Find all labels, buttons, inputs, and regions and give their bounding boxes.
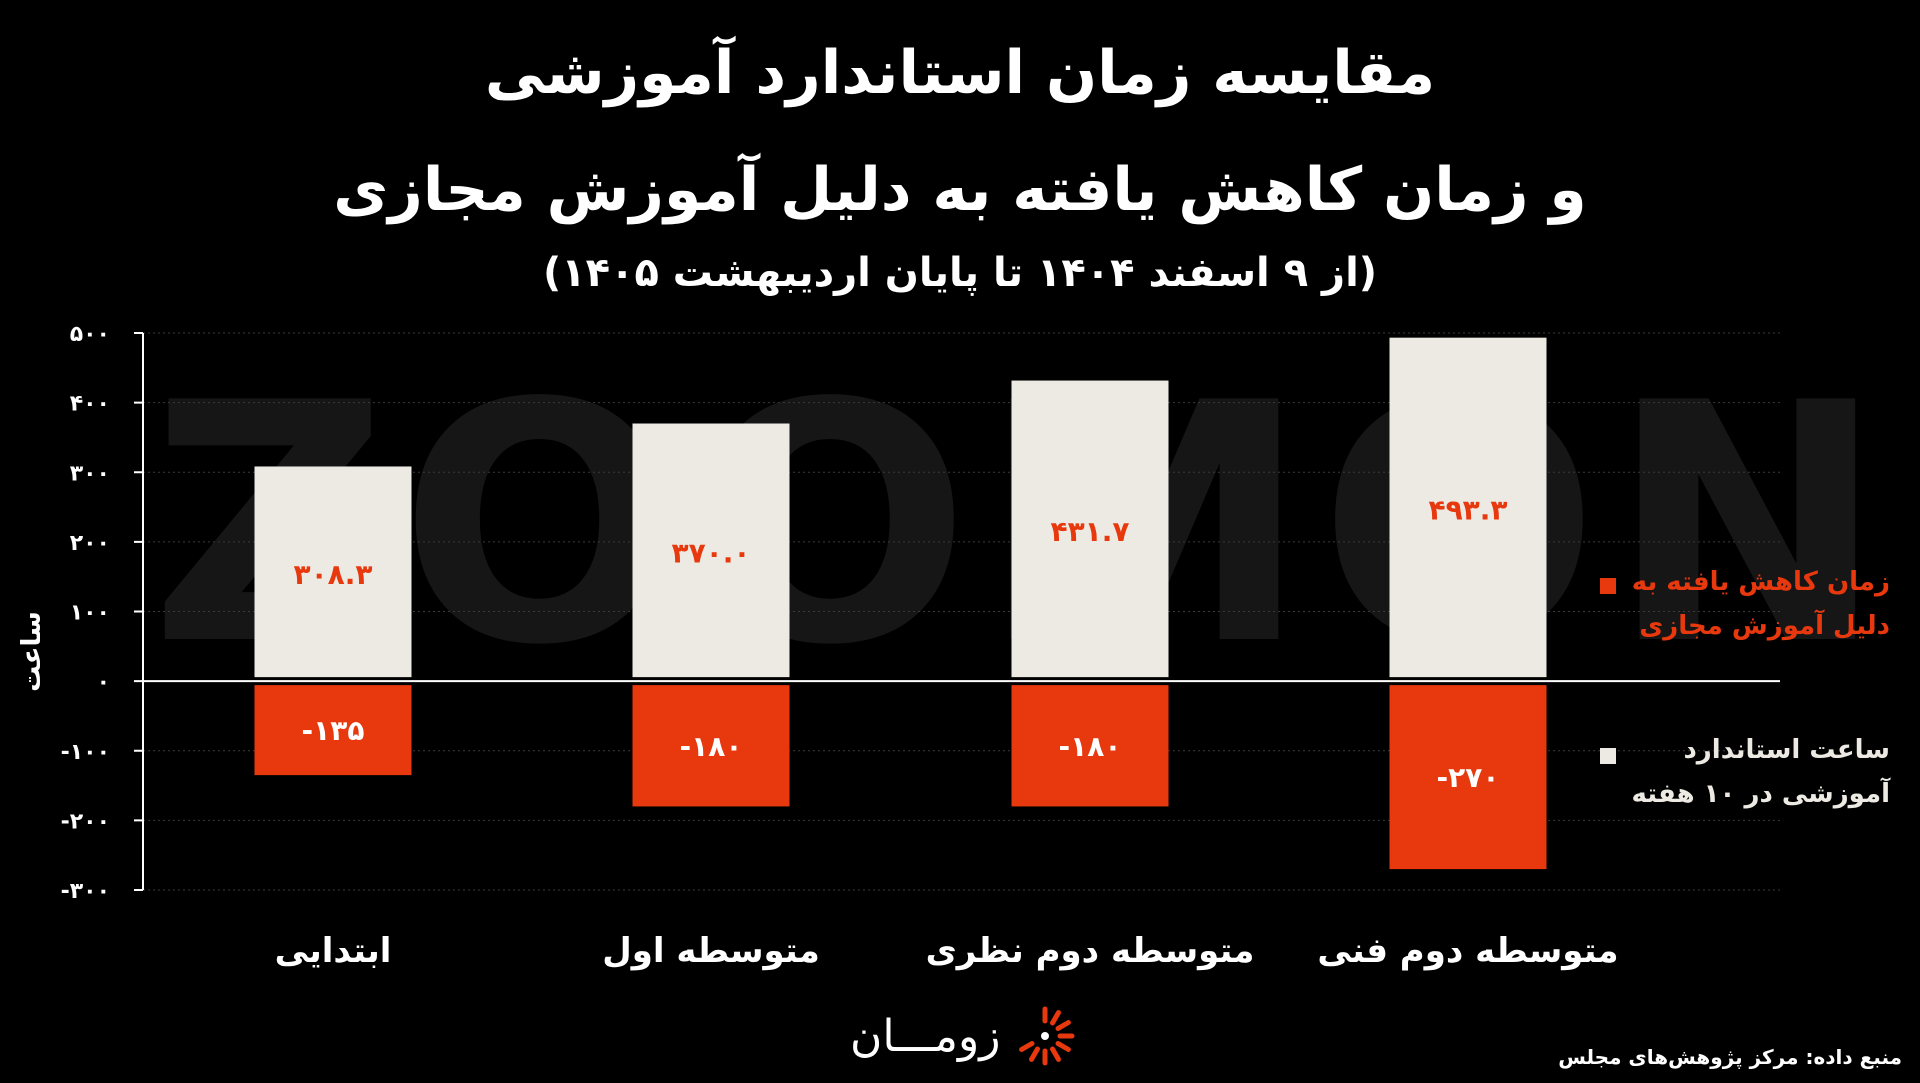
brand-logo: زومـــان [850,1005,1076,1067]
data-label-reduced: -۱۸۰ [680,730,743,763]
data-label-standard: ۳۷۰.۰ [672,536,751,569]
y-tick-label: ۳۰۰ [70,461,110,486]
bar-chart: ۵۰۰ ۴۰۰ ۳۰۰ ۲۰۰ ۱۰۰ ۰ -۱۰۰ -۲۰۰ -۳۰۰ ساعت ۳۰۸.۳ ۳۷۰… [17,322,1780,971]
data-label-reduced: -۱۳۵ [302,714,365,747]
data-source: منبع داده: مرکز پژوهش‌های مجلس [1558,1045,1902,1069]
legend-reduced-label: زمان کاهش یافته به دلیل آموزش مجازی [1631,567,1890,641]
x-category-label: متوسطه دوم فنی [1317,931,1618,971]
y-tick-label: ۲۰۰ [70,531,110,556]
bar-standard [254,466,412,678]
legend-swatch-standard [1600,748,1616,764]
y-tick-label: -۲۰۰ [61,809,110,834]
bar-reduced [632,685,790,807]
brand-logo-text: زومـــان [850,1010,1001,1062]
bar-reduced [1389,685,1547,870]
bar-standard [1011,380,1169,678]
bar-standard [1389,337,1547,678]
bar-reduced [1011,685,1169,807]
chart-title-line2: و زمان کاهش یافته به دلیل آموزش مجازی [333,155,1587,225]
y-tick-label: -۱۰۰ [61,740,110,765]
brand-burst-icon [1019,1006,1075,1066]
y-tick-label: ۵۰۰ [70,322,110,347]
y-tick-label: ۱۰۰ [70,601,110,626]
y-tick-label: ۴۰۰ [70,392,110,417]
data-label-standard: ۴۹۳.۳ [1429,493,1508,526]
y-axis-title: ساعت [17,611,47,692]
y-tick-label: -۳۰۰ [61,879,110,904]
bar-reduced [254,685,412,776]
data-label-standard: ۴۳۱.۷ [1051,515,1130,548]
data-label-reduced: -۱۸۰ [1059,730,1122,763]
data-label-standard: ۳۰۸.۳ [294,558,373,591]
bar-standard [632,423,790,678]
legend-standard-label: ساعت استاندارد آموزشی در ۱۰ هفته [1631,735,1890,809]
data-label-reduced: -۲۷۰ [1437,761,1500,794]
x-category-label: ابتدایی [275,931,392,971]
chart-title-line1: مقایسه زمان استاندارد آموزشی [484,38,1436,108]
x-category-label: متوسطه اول [602,931,820,971]
y-tick-label: ۰ [97,670,110,695]
chart-subtitle: (از ۹ اسفند ۱۴۰۴ تا پایان اردیبهشت ۱۴۰۵) [542,250,1378,296]
legend-swatch-reduced [1600,578,1616,594]
x-category-label: متوسطه دوم نظری [926,931,1255,971]
